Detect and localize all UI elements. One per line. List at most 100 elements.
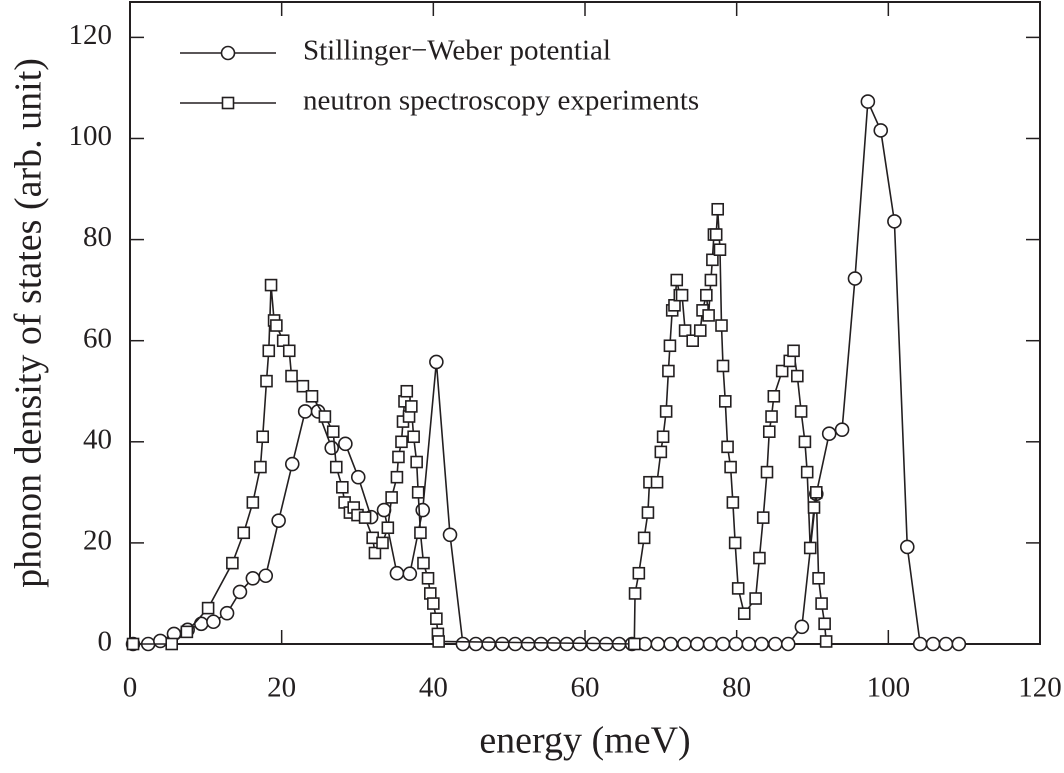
series <box>125 94 967 652</box>
square-marker <box>264 278 278 292</box>
square-marker <box>726 496 740 509</box>
square-marker <box>749 592 762 605</box>
square-marker <box>237 526 251 540</box>
square-marker <box>641 506 655 519</box>
y-axis-title: phonon density of states (arb. unit) <box>8 58 50 588</box>
square-marker <box>260 374 273 388</box>
circle-marker <box>193 616 209 632</box>
square-marker <box>724 460 737 474</box>
square-marker <box>400 384 414 398</box>
square-marker <box>165 637 179 651</box>
square-marker <box>787 344 800 358</box>
x-tick-label: 120 <box>1018 672 1062 704</box>
square-marker <box>756 511 770 524</box>
square-marker <box>376 536 389 550</box>
square-marker <box>254 460 267 474</box>
square-marker <box>737 607 751 620</box>
square-marker <box>762 425 776 438</box>
square-marker <box>686 334 699 347</box>
square-marker <box>662 364 675 378</box>
square-marker <box>201 601 215 615</box>
square-marker <box>285 369 298 383</box>
square-marker <box>282 344 296 358</box>
circle-marker <box>481 636 496 652</box>
legend-label: Stillinger−Weber potential <box>303 35 611 67</box>
circle-marker <box>297 404 313 419</box>
square-marker <box>395 435 408 449</box>
square-marker <box>358 511 372 524</box>
square-marker <box>760 465 774 479</box>
circle-marker <box>338 436 353 452</box>
square-marker <box>627 637 641 651</box>
square-marker <box>246 496 260 509</box>
square-marker <box>296 379 310 393</box>
square-marker <box>421 571 435 585</box>
square-marker <box>336 480 349 494</box>
circle-marker <box>220 45 236 61</box>
square-marker <box>767 389 781 403</box>
square-marker <box>803 541 817 555</box>
y-tick-label: 60 <box>83 322 112 354</box>
square-marker <box>126 637 140 651</box>
circle-marker <box>442 527 458 543</box>
x-tick-label: 60 <box>571 672 600 704</box>
square-marker <box>675 288 689 302</box>
square-marker <box>819 635 833 648</box>
square-marker <box>659 405 673 418</box>
circle-marker <box>768 636 783 652</box>
circle-marker <box>780 636 796 652</box>
circle-marker <box>468 636 484 652</box>
x-tick-label: 20 <box>267 672 296 704</box>
circle-marker <box>847 271 863 286</box>
square-marker <box>656 430 670 444</box>
x-axis-title: energy (meV) <box>479 720 690 762</box>
square-marker <box>392 450 405 464</box>
square-marker <box>721 440 734 454</box>
circle-marker <box>245 570 261 586</box>
square-marker <box>637 531 651 545</box>
square-marker <box>432 635 445 648</box>
square-marker <box>305 389 319 403</box>
square-marker <box>405 400 418 413</box>
y-tick-label: 80 <box>83 221 112 253</box>
square-marker <box>794 405 808 418</box>
circle-marker <box>834 422 850 437</box>
square-marker <box>632 566 646 580</box>
square-marker <box>704 273 718 287</box>
square-marker <box>430 612 443 626</box>
x-tick-label: 80 <box>722 672 751 704</box>
square-marker <box>702 309 715 322</box>
square-marker <box>385 491 398 504</box>
circle-marker <box>495 636 510 652</box>
circle-marker <box>350 469 366 485</box>
x-tick-label: 40 <box>419 672 448 704</box>
circle-marker <box>702 636 718 652</box>
square-marker <box>800 465 814 479</box>
circle-marker <box>860 94 876 109</box>
circle-marker <box>284 456 300 472</box>
square-marker <box>815 597 828 610</box>
circle-marker <box>887 214 902 229</box>
circle-marker <box>258 568 274 584</box>
circle-marker <box>520 636 536 652</box>
square-marker <box>753 551 766 565</box>
square-marker <box>270 319 283 332</box>
square-marker <box>390 470 404 484</box>
y-tick-label: 40 <box>83 423 112 455</box>
circle-marker <box>324 440 340 456</box>
circle-marker <box>873 123 889 138</box>
series-line <box>133 101 959 645</box>
square-marker <box>329 460 343 474</box>
square-marker <box>715 319 728 332</box>
circle-marker <box>689 636 705 652</box>
circle-marker <box>741 636 757 652</box>
square-marker <box>709 228 723 241</box>
circle-marker <box>219 605 235 621</box>
square-marker <box>407 430 420 444</box>
square-marker <box>427 597 440 610</box>
square-marker <box>256 430 270 444</box>
series-line <box>133 209 827 645</box>
x-tick-label: 100 <box>867 672 911 704</box>
square-marker <box>807 501 821 514</box>
